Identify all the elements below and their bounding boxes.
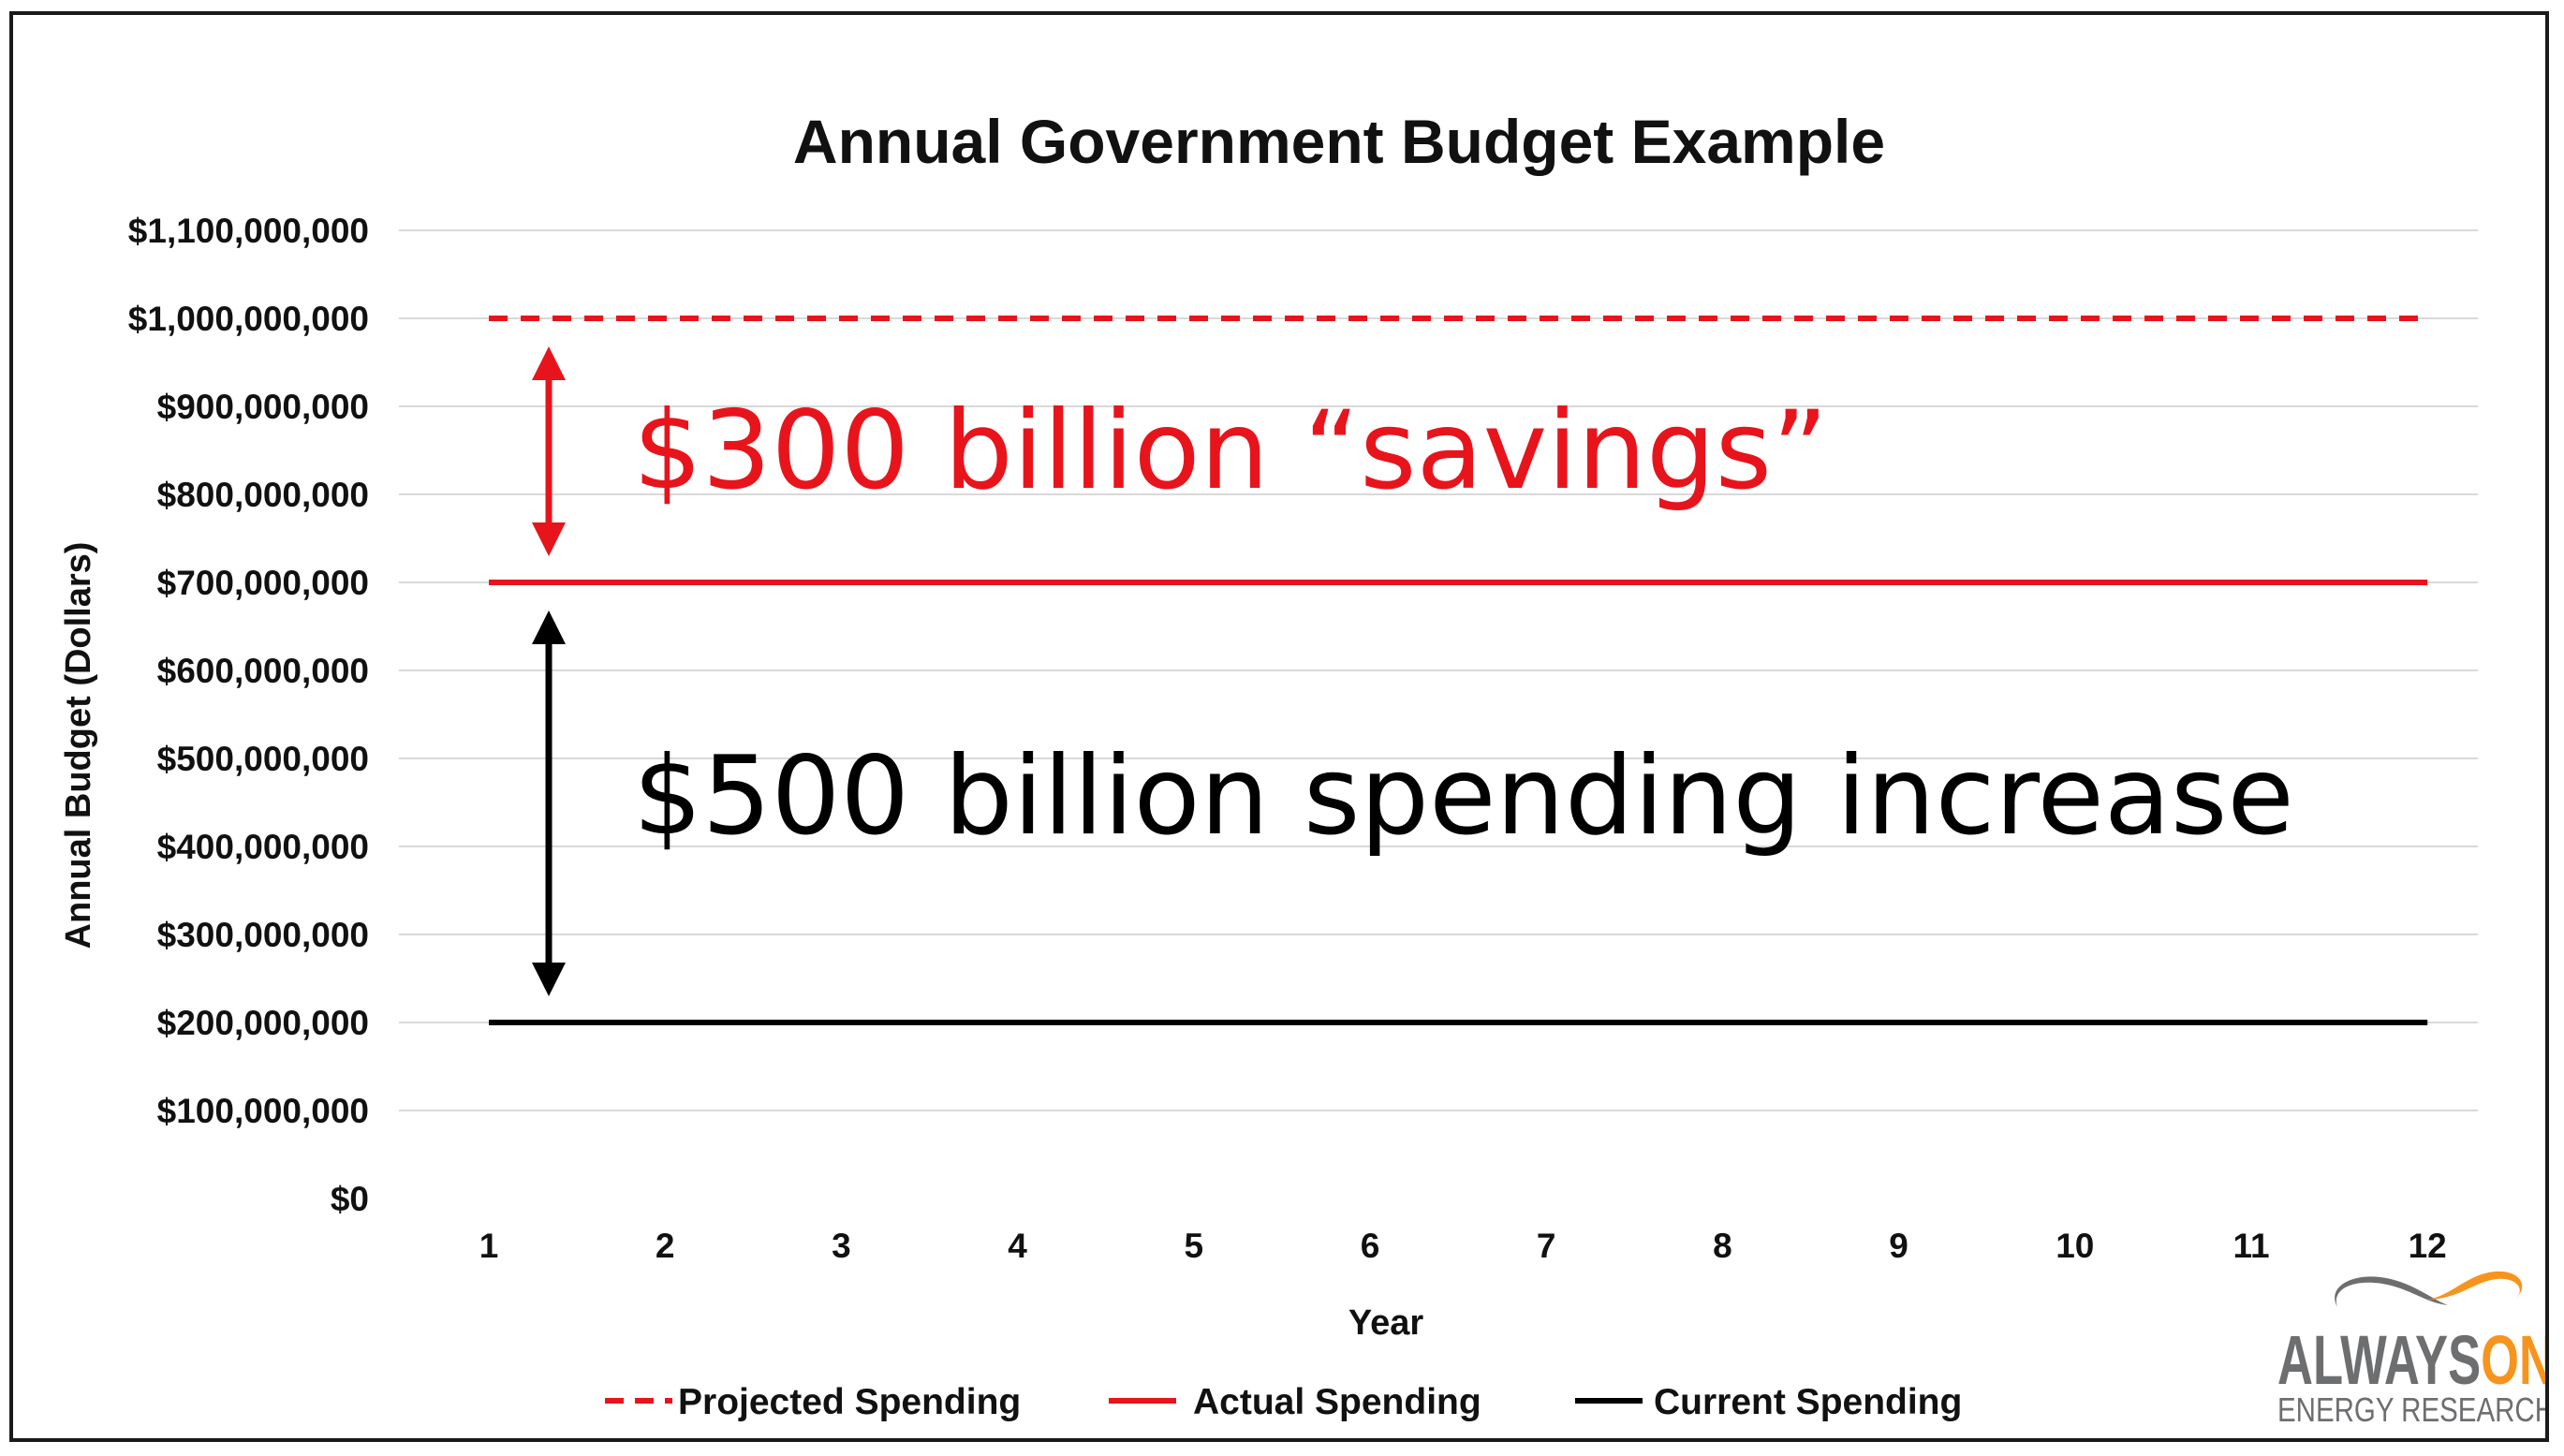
increase-arrow-head-up (532, 610, 566, 644)
x-tick-label: 5 (1185, 1227, 1204, 1265)
x-axis-ticks: 1 2 3 4 5 6 7 8 9 10 11 12 (479, 1227, 2447, 1265)
series-lines (489, 316, 2428, 1025)
y-tick-label: $200,000,000 (157, 1004, 369, 1042)
logo-wordmark: ALWAYSON (2277, 1321, 2545, 1399)
y-tick-label: $900,000,000 (157, 388, 369, 426)
y-tick-label: $400,000,000 (157, 828, 369, 866)
savings-arrow-head-down (532, 522, 566, 556)
x-tick-label: 4 (1008, 1227, 1027, 1265)
y-tick-label: $500,000,000 (157, 740, 369, 778)
logo-swoosh-orange (2427, 1271, 2523, 1300)
annotations: $300 billion “savings” $500 billion spend… (532, 346, 2294, 996)
legend-label-current-spending: Current Spending (1654, 1382, 1962, 1422)
x-tick-label: 8 (1713, 1227, 1732, 1265)
legend-label-actual-spending: Actual Spending (1193, 1382, 1481, 1422)
x-axis-label: Year (1348, 1303, 1424, 1343)
legend: Projected Spending Actual Spending Current… (605, 1382, 1962, 1422)
gridlines (399, 229, 2478, 1111)
increase-annotation: $500 billion spending increase (633, 733, 2294, 860)
x-tick-label: 7 (1537, 1227, 1556, 1265)
y-axis-label: Annual Budget (Dollars) (59, 542, 98, 949)
legend-label-projected-spending: Projected Spending (678, 1382, 1021, 1422)
y-tick-label: $600,000,000 (157, 652, 369, 690)
y-tick-label: $800,000,000 (157, 476, 369, 514)
logo-word-on: ON (2481, 1321, 2545, 1399)
savings-arrow-head-up (532, 346, 566, 380)
y-tick-label: $700,000,000 (157, 564, 369, 602)
y-tick-label: $100,000,000 (157, 1092, 369, 1130)
chart-frame: $0 $100,000,000 $200,000,000 $300,000,000 $4… (9, 11, 2549, 1442)
logo-word-always: ALWAYS (2277, 1321, 2481, 1399)
x-tick-label: 10 (2056, 1227, 2094, 1265)
y-tick-label: $300,000,000 (157, 916, 369, 954)
logo-swoosh-gray (2335, 1276, 2448, 1307)
y-tick-label: $0 (331, 1180, 369, 1218)
x-tick-label: 9 (1889, 1227, 1908, 1265)
x-tick-label: 1 (479, 1227, 499, 1265)
alwayson-logo: ALWAYSON ENERGY RESEARCH (2277, 1271, 2545, 1429)
savings-annotation: $300 billion “savings” (633, 388, 1828, 514)
increase-arrow-head-down (532, 963, 566, 996)
budget-line-chart: $0 $100,000,000 $200,000,000 $300,000,000 $4… (59, 107, 2545, 1429)
y-axis-ticks: $0 $100,000,000 $200,000,000 $300,000,000 $4… (128, 212, 369, 1218)
x-tick-label: 6 (1361, 1227, 1380, 1265)
x-tick-label: 11 (2232, 1227, 2269, 1265)
x-tick-label: 3 (832, 1227, 851, 1265)
x-tick-label: 12 (2409, 1227, 2447, 1265)
y-tick-label: $1,000,000,000 (128, 300, 369, 338)
chart-title: Annual Government Budget Example (793, 107, 1885, 176)
y-tick-label: $1,100,000,000 (128, 212, 369, 250)
logo-tagline: ENERGY RESEARCH (2277, 1390, 2545, 1429)
x-tick-label: 2 (656, 1227, 675, 1265)
